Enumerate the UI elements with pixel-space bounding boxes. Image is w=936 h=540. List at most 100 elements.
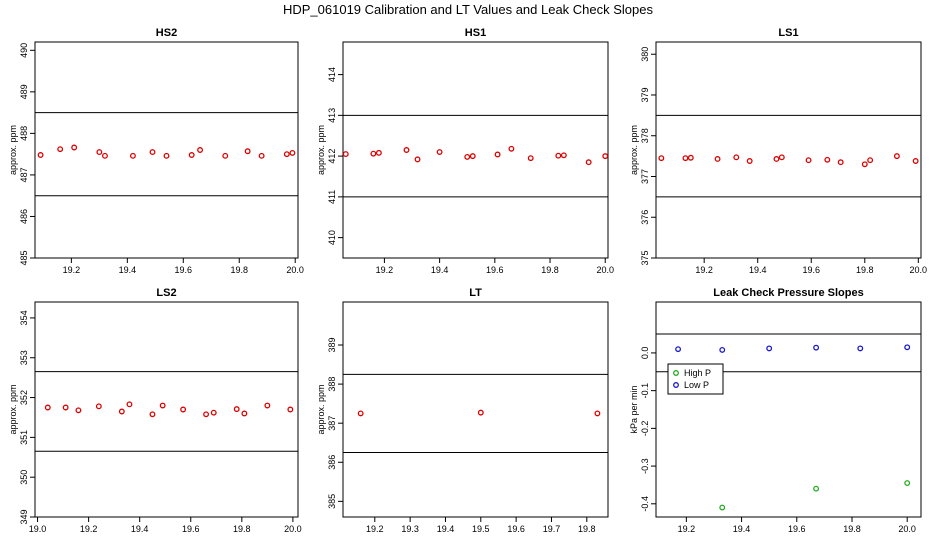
x-tick-label: 19.4 — [437, 524, 455, 534]
panel-title: LS2 — [156, 287, 176, 299]
x-tick-label: 19.8 — [233, 524, 251, 534]
data-point — [188, 152, 195, 158]
x-tick-label: 19.6 — [788, 524, 806, 534]
data-point — [766, 345, 773, 352]
data-point — [159, 402, 166, 409]
data-point — [857, 345, 864, 352]
panel-hs2: HS2 approx. ppm 19.2 19.4 19.6 19.8 20.0 485 486… — [8, 27, 304, 275]
y-tick-label: 376 — [640, 210, 650, 225]
y-tick-label: 354 — [19, 310, 29, 325]
data-point — [813, 485, 820, 492]
x-tick-label: 19.3 — [401, 524, 419, 534]
data-point — [824, 156, 831, 163]
plot-frame — [655, 41, 922, 259]
data-point — [912, 158, 919, 164]
x-tick-label: 19.6 — [486, 265, 504, 275]
data-point — [258, 152, 265, 159]
x-tick-label: 20.0 — [898, 524, 916, 534]
x-tick-label: 19.4 — [733, 524, 751, 534]
x-tick-label: 20.0 — [284, 524, 302, 534]
data-point — [370, 150, 377, 157]
y-tick-label: 412 — [327, 149, 337, 164]
x-tick-label: 19.4 — [119, 265, 137, 275]
data-point — [129, 152, 136, 159]
data-point — [494, 151, 501, 158]
legend-marker — [673, 370, 679, 376]
y-tick-label: -0.4 — [640, 496, 650, 512]
data-point — [555, 152, 562, 159]
x-tick-label: 20.0 — [596, 265, 614, 275]
y-tick-label: 380 — [640, 47, 650, 62]
data-point — [203, 411, 210, 418]
data-point — [436, 149, 443, 155]
y-tick-label: 377 — [640, 169, 650, 184]
data-point — [837, 159, 844, 166]
data-point — [37, 152, 44, 158]
panel-ls2: LS2 approx. ppm 19.0 19.2 19.4 19.6 19.8 20.0 34… — [8, 287, 302, 534]
plot-frame — [655, 301, 922, 518]
data-point — [414, 156, 421, 163]
data-point — [96, 149, 103, 156]
figure-title: HDP_061019 Calibration and LT Values and… — [283, 2, 654, 17]
panel-title: Leak Check Pressure Slopes — [713, 287, 863, 299]
x-tick-label: 19.5 — [472, 524, 490, 534]
data-point — [719, 504, 726, 511]
data-point — [861, 161, 868, 168]
data-point — [244, 148, 251, 155]
y-tick-label: 414 — [327, 67, 337, 82]
data-point — [658, 155, 665, 162]
x-tick-label: 19.7 — [543, 524, 561, 534]
data-point — [210, 409, 217, 416]
y-axis-label: kPa per min — [629, 385, 639, 433]
y-tick-label: 388 — [327, 377, 337, 392]
panel-title: LT — [469, 287, 482, 299]
y-tick-label: -0.3 — [640, 458, 650, 474]
x-tick-label: 19.8 — [578, 524, 596, 534]
data-point — [149, 149, 156, 156]
y-tick-label: 350 — [19, 470, 29, 485]
y-tick-label: 489 — [19, 84, 29, 99]
x-tick-label: 19.4 — [131, 524, 149, 534]
x-tick-label: 19.6 — [507, 524, 525, 534]
data-point — [101, 152, 108, 159]
plot-frame — [34, 41, 299, 259]
y-tick-label: 485 — [19, 250, 29, 265]
data-point — [594, 410, 601, 417]
y-tick-label: 375 — [640, 250, 650, 265]
x-tick-label: 19.6 — [175, 265, 193, 275]
legend-label: High P — [684, 368, 711, 378]
x-tick-label: 19.8 — [856, 265, 874, 275]
panel-title: HS1 — [465, 27, 486, 39]
x-tick-label: 19.8 — [843, 524, 861, 534]
y-tick-label: 0.0 — [640, 347, 650, 360]
x-tick-label: 19.6 — [802, 265, 820, 275]
data-point — [675, 346, 682, 353]
y-tick-label: 351 — [19, 430, 29, 445]
y-tick-label: 379 — [640, 87, 650, 102]
plot-frame — [342, 41, 609, 259]
y-tick-label: 413 — [327, 108, 337, 123]
y-tick-label: 352 — [19, 390, 29, 405]
data-point — [773, 156, 780, 162]
data-point — [197, 147, 204, 153]
y-tick-label: 389 — [327, 337, 337, 352]
data-point — [477, 409, 484, 416]
data-point — [287, 406, 294, 413]
legend: High P Low P — [667, 363, 724, 395]
x-tick-label: 19.2 — [63, 265, 81, 275]
y-tick-label: 410 — [327, 230, 337, 245]
data-point — [602, 153, 609, 160]
data-point — [222, 152, 229, 159]
data-point — [233, 406, 240, 413]
data-point — [95, 403, 102, 410]
x-tick-label: 19.2 — [678, 524, 696, 534]
y-axis-label: approx. ppm — [316, 384, 326, 434]
x-tick-label: 19.4 — [431, 265, 449, 275]
x-tick-label: 20.0 — [910, 265, 928, 275]
data-point — [62, 404, 69, 411]
data-point — [149, 411, 156, 418]
y-tick-label: 386 — [327, 455, 337, 470]
y-tick-label: 385 — [327, 494, 337, 509]
legend-box — [667, 363, 724, 395]
data-point — [778, 154, 785, 161]
